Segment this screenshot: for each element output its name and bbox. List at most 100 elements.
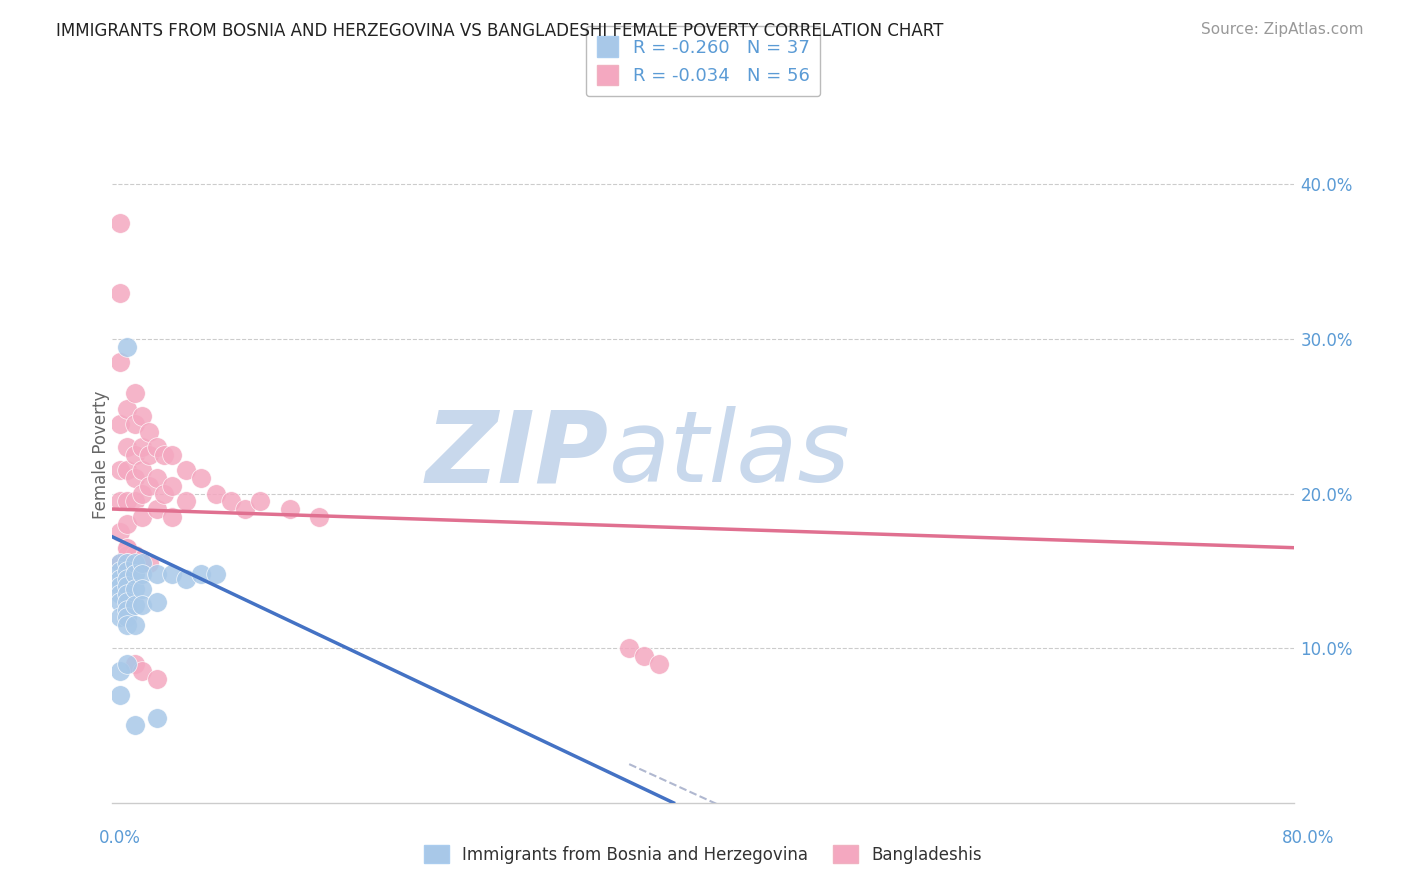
Point: [131, 551, 153, 566]
Point: [124, 471, 146, 485]
Point: [117, 556, 138, 570]
Point: [233, 502, 256, 516]
Point: [108, 579, 131, 593]
Point: [108, 463, 131, 477]
Point: [160, 509, 183, 524]
Point: [174, 572, 197, 586]
Point: [153, 448, 176, 462]
Point: [124, 549, 146, 563]
Text: IMMIGRANTS FROM BOSNIA AND HERZEGOVINA VS BANGLADESHI FEMALE POVERTY CORRELATION: IMMIGRANTS FROM BOSNIA AND HERZEGOVINA V…: [56, 22, 943, 40]
Point: [249, 494, 271, 508]
Legend: Immigrants from Bosnia and Herzegovina, Bangladeshis: Immigrants from Bosnia and Herzegovina, …: [418, 838, 988, 871]
Point: [117, 463, 138, 477]
Point: [124, 494, 146, 508]
Point: [131, 409, 153, 424]
Point: [308, 509, 330, 524]
Point: [160, 448, 183, 462]
Point: [117, 401, 138, 416]
Point: [146, 566, 169, 581]
Point: [131, 598, 153, 612]
Point: [108, 525, 131, 540]
Point: [131, 509, 153, 524]
Point: [117, 587, 138, 601]
Point: [124, 598, 146, 612]
Point: [124, 566, 146, 581]
Point: [146, 595, 169, 609]
Point: [117, 579, 138, 593]
Point: [633, 648, 655, 663]
Point: [117, 595, 138, 609]
Point: [108, 216, 131, 230]
Point: [278, 502, 301, 516]
Point: [138, 479, 160, 493]
Text: 80.0%: 80.0%: [1281, 829, 1334, 847]
Point: [131, 463, 153, 477]
Point: [124, 718, 146, 732]
Point: [146, 672, 169, 686]
Point: [117, 556, 138, 570]
Point: [117, 440, 138, 454]
Point: [108, 285, 131, 300]
Point: [138, 448, 160, 462]
Point: [190, 566, 212, 581]
Point: [108, 572, 131, 586]
Point: [117, 572, 138, 586]
Point: [108, 610, 131, 624]
Point: [619, 641, 641, 656]
Point: [647, 657, 671, 671]
Point: [108, 556, 131, 570]
Point: [124, 556, 146, 570]
Point: [124, 417, 146, 431]
Point: [138, 556, 160, 570]
Text: Source: ZipAtlas.com: Source: ZipAtlas.com: [1201, 22, 1364, 37]
Point: [108, 355, 131, 369]
Text: ZIP: ZIP: [426, 407, 609, 503]
Point: [124, 582, 146, 597]
Point: [117, 494, 138, 508]
Point: [108, 587, 131, 601]
Point: [124, 618, 146, 632]
Point: [190, 471, 212, 485]
Point: [153, 486, 176, 500]
Point: [117, 549, 138, 563]
Point: [117, 602, 138, 616]
Point: [160, 566, 183, 581]
Point: [108, 556, 131, 570]
Point: [124, 448, 146, 462]
Point: [117, 541, 138, 555]
Point: [146, 711, 169, 725]
Point: [124, 657, 146, 671]
Point: [146, 440, 169, 454]
Point: [205, 566, 228, 581]
Y-axis label: Female Poverty: Female Poverty: [93, 391, 110, 519]
Point: [108, 564, 131, 578]
Point: [117, 657, 138, 671]
Point: [117, 610, 138, 624]
Point: [138, 425, 160, 439]
Point: [131, 566, 153, 581]
Point: [146, 471, 169, 485]
Point: [174, 463, 197, 477]
Point: [117, 541, 138, 555]
Point: [108, 688, 131, 702]
Legend: R = -0.260   N = 37, R = -0.034   N = 56: R = -0.260 N = 37, R = -0.034 N = 56: [586, 26, 820, 96]
Point: [117, 340, 138, 354]
Point: [117, 517, 138, 532]
Point: [108, 595, 131, 609]
Text: atlas: atlas: [609, 407, 851, 503]
Point: [131, 440, 153, 454]
Point: [131, 486, 153, 500]
Point: [219, 494, 242, 508]
Point: [160, 479, 183, 493]
Point: [205, 486, 228, 500]
Point: [108, 665, 131, 679]
Point: [108, 417, 131, 431]
Point: [108, 494, 131, 508]
Point: [174, 494, 197, 508]
Point: [124, 386, 146, 401]
Point: [131, 582, 153, 597]
Point: [131, 665, 153, 679]
Point: [131, 556, 153, 570]
Point: [146, 502, 169, 516]
Text: 0.0%: 0.0%: [98, 829, 141, 847]
